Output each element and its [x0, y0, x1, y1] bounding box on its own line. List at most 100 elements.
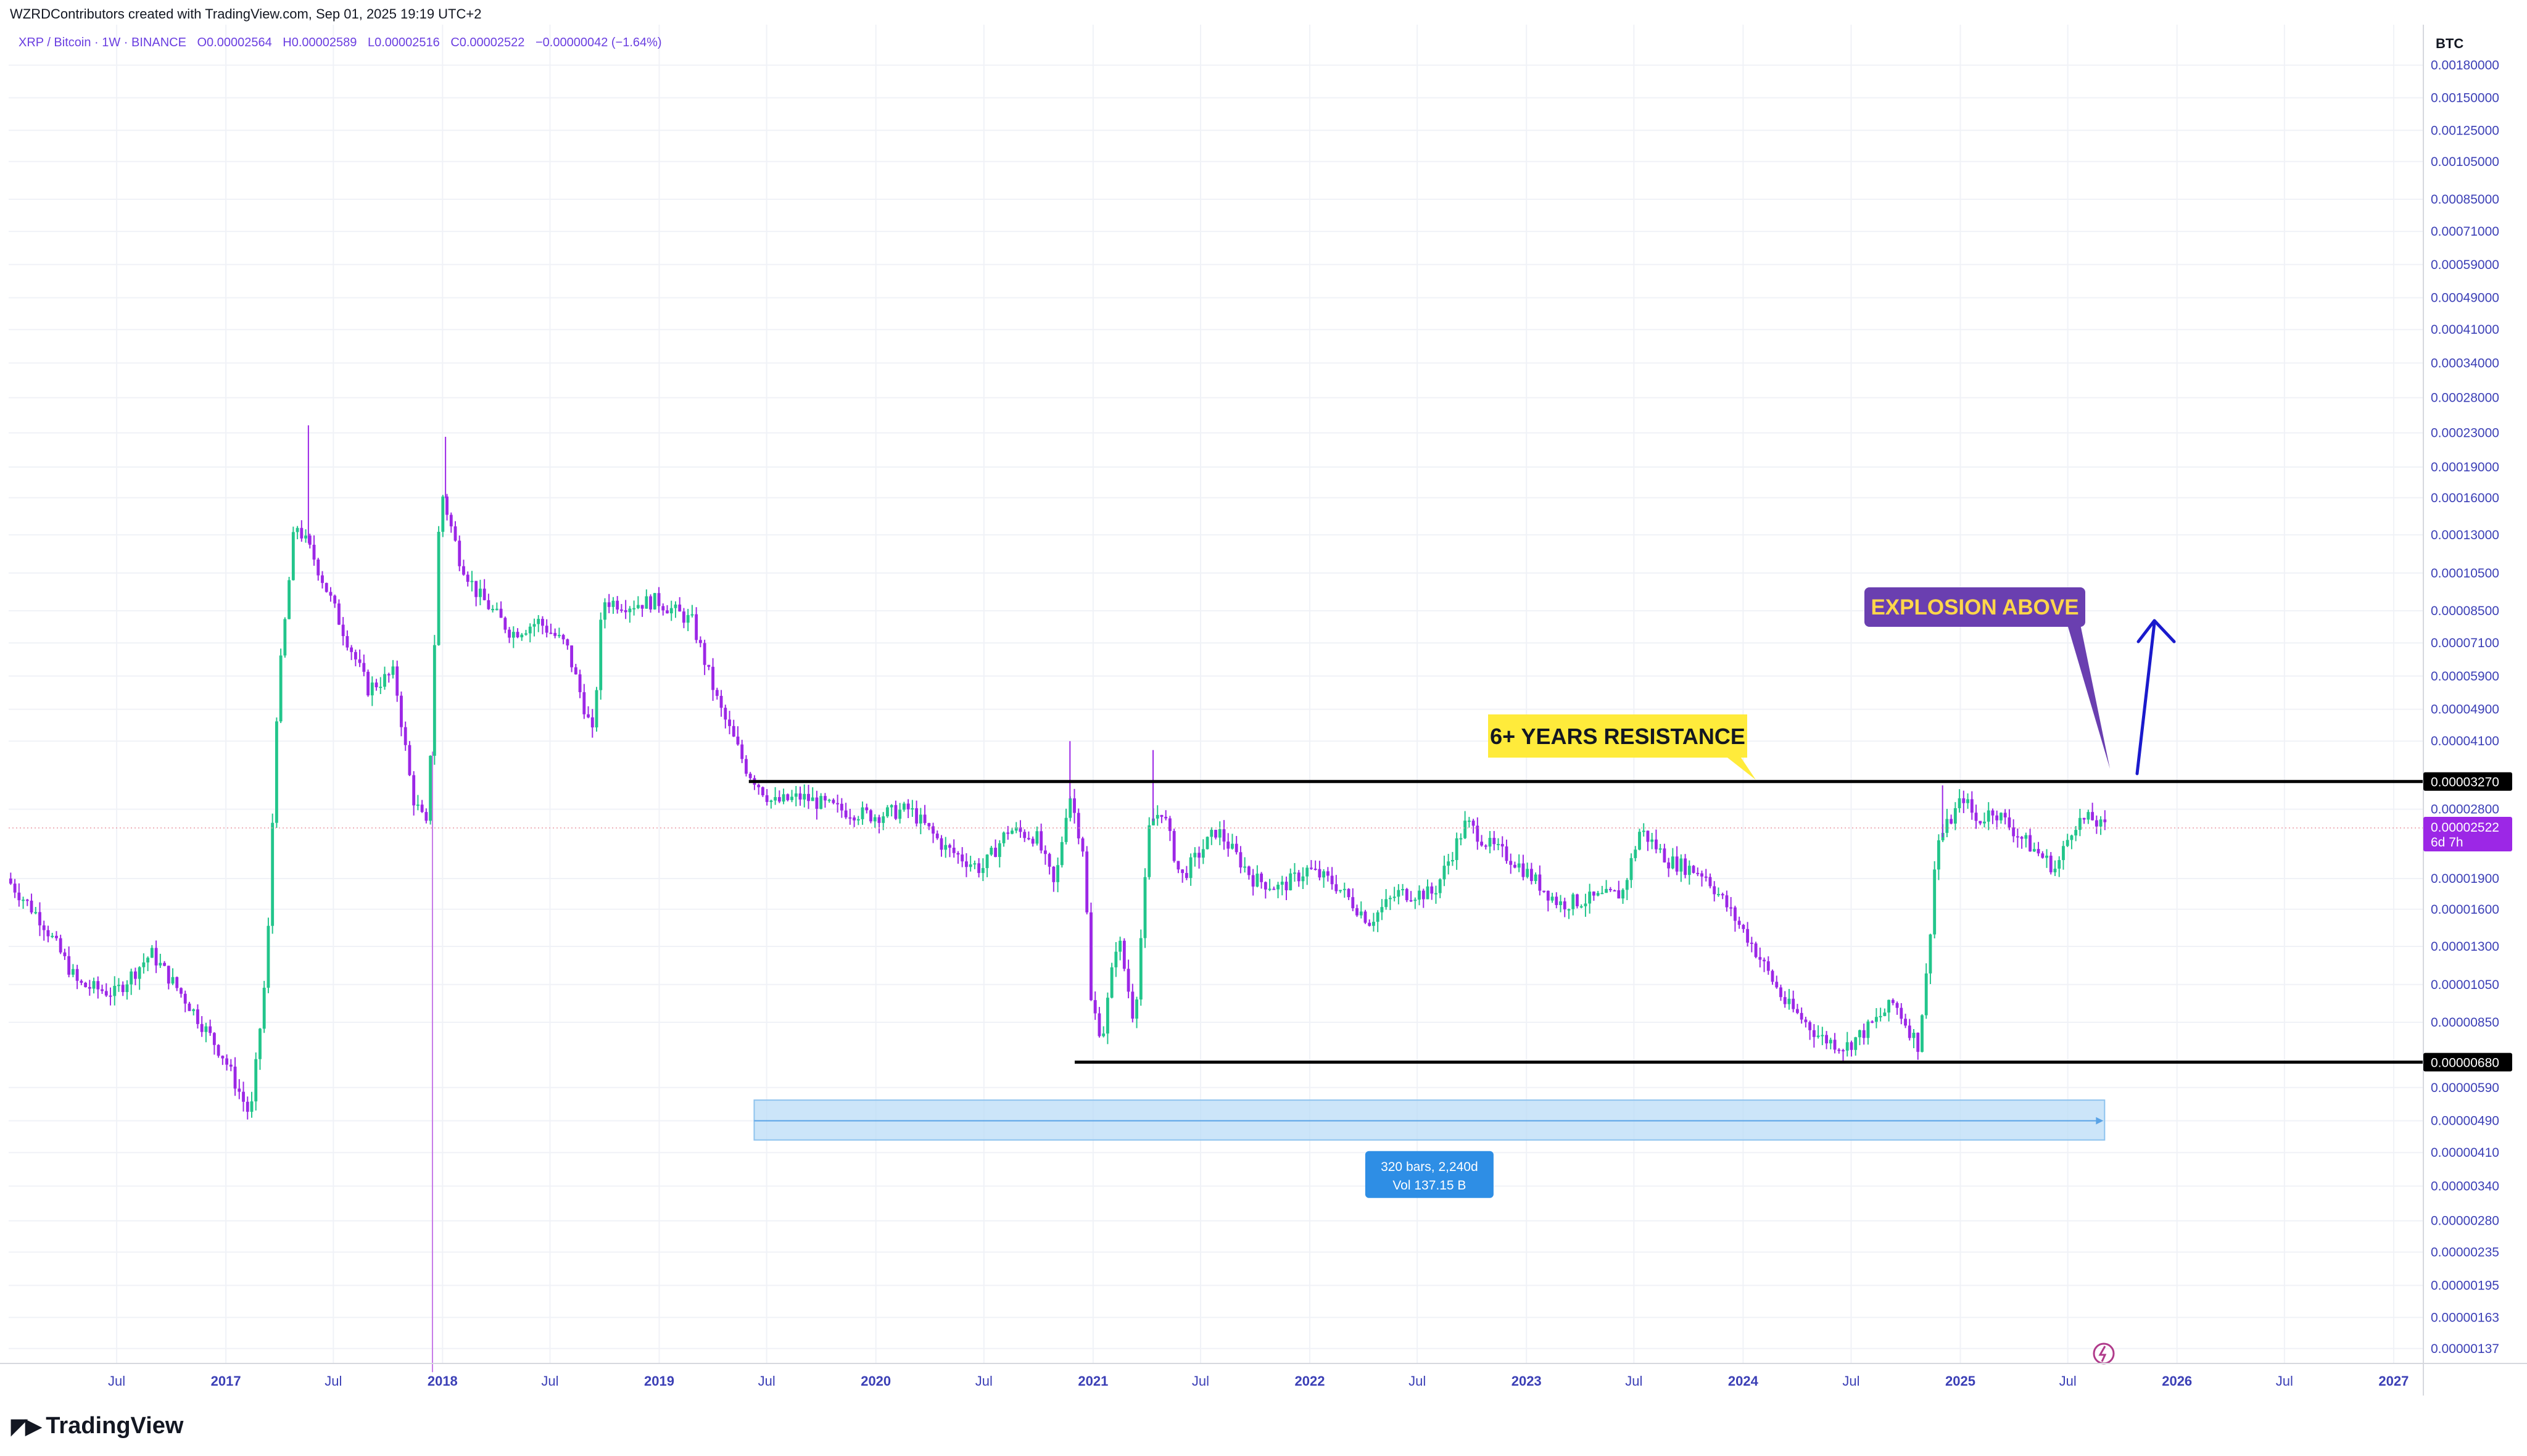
candle-body [811, 797, 814, 801]
candle-body [1675, 856, 1679, 872]
candle-body [2000, 813, 2003, 821]
candle-body [611, 600, 615, 607]
y-tick-label: 0.00001900 [2431, 872, 2499, 886]
candle-body [927, 823, 931, 827]
candle-body [1193, 853, 1197, 858]
range-box [753, 1099, 2106, 1141]
candle-body [1497, 843, 1500, 845]
low-value: L0.00002516 [367, 36, 440, 49]
candle-body [1650, 839, 1654, 842]
candle-body [267, 925, 270, 988]
candle-body [362, 663, 366, 672]
x-tick-label: Jul [758, 1373, 775, 1389]
candle-body [229, 1064, 233, 1067]
candle-body [1056, 865, 1060, 882]
x-tick-label: Jul [325, 1373, 342, 1389]
candle-body [1538, 874, 1542, 891]
candle-body [2029, 835, 2032, 852]
candle-body [1060, 842, 1064, 866]
resistance-callout [1488, 714, 1756, 780]
candle-body [374, 682, 378, 687]
candle-body [283, 619, 287, 656]
candle-body [2016, 836, 2019, 838]
candle-body [242, 1091, 245, 1102]
candle-body [1222, 829, 1226, 842]
range-measure-box: 320 bars, 2,240d Vol 137.15 B [753, 1099, 2106, 1198]
candle-body [674, 604, 677, 608]
y-tick-label: 0.00150000 [2431, 91, 2499, 105]
candle-body [599, 619, 603, 690]
candle-body [798, 793, 802, 800]
symbol-label[interactable]: XRP / Bitcoin · 1W · BINANCE [19, 36, 186, 49]
candle-body [1921, 1015, 1924, 1052]
candle-body [1974, 813, 1978, 821]
y-tick-label: 0.00008500 [2431, 604, 2499, 618]
candle-body [1102, 1033, 1106, 1036]
candle-body [566, 639, 569, 646]
candle-body [561, 635, 565, 640]
x-tick-label: 2021 [1078, 1373, 1108, 1389]
candle-body [104, 991, 108, 996]
candle-body [695, 614, 698, 640]
candle-body [661, 606, 665, 611]
candle-body [1189, 857, 1193, 879]
candle-body [935, 833, 939, 838]
candle-body [395, 666, 399, 696]
candle-body [117, 985, 120, 987]
candle-body [238, 1088, 241, 1092]
candle-body [217, 1044, 220, 1056]
candle-body [42, 925, 46, 930]
candle-body [1380, 907, 1384, 912]
candle-body [449, 515, 453, 527]
candle-body [1442, 866, 1446, 880]
candle-body [824, 796, 827, 801]
x-tick-label: 2022 [1295, 1373, 1325, 1389]
candle-body [1085, 851, 1089, 912]
candle-body [1679, 858, 1683, 872]
candle-body [520, 634, 524, 638]
candle-body [1763, 959, 1766, 962]
x-tick-label: Jul [2276, 1373, 2293, 1389]
candle-body [528, 626, 532, 634]
candle-body [1634, 850, 1637, 858]
tradingview-brand[interactable]: ◤▶ TradingView [11, 1413, 183, 1439]
candle-body [1559, 901, 1562, 905]
candle-body [1339, 890, 1342, 891]
last-price-label: 0.00002522 [2431, 821, 2499, 835]
candle-body [516, 632, 519, 638]
y-tick-label: 0.00071000 [2431, 225, 2499, 239]
last-price-countdown: 6d 7h [2431, 835, 2463, 850]
candle-body [171, 977, 175, 984]
x-tick-label: Jul [1192, 1373, 1209, 1389]
candle-body [1297, 872, 1301, 882]
candle-body [653, 593, 656, 610]
candle-body [499, 608, 503, 618]
candle-body [345, 636, 349, 648]
candle-body [387, 674, 391, 676]
candle-body [2070, 835, 2074, 840]
candle-body [59, 938, 62, 953]
candle-body [1388, 898, 1392, 900]
candle-body [1517, 863, 1521, 868]
candle-body [1842, 1050, 1845, 1052]
candle-body [1804, 1019, 1808, 1022]
candle-body [1509, 861, 1513, 865]
candles [9, 425, 2107, 1373]
candle-body [154, 948, 158, 966]
candle-body [92, 981, 96, 989]
candle-body [1812, 1030, 1816, 1037]
open-value: O0.00002564 [197, 36, 272, 49]
candle-body [1862, 1030, 1866, 1038]
candle-body [1110, 967, 1114, 998]
candle-body [769, 800, 773, 802]
candle-body [2066, 840, 2069, 846]
candle-body [183, 993, 187, 1004]
candle-body [478, 589, 482, 597]
candle-body [1646, 830, 1650, 842]
candle-body [150, 948, 154, 958]
candle-body [1264, 882, 1267, 890]
candle-body [1837, 1049, 1841, 1051]
candle-body [30, 900, 33, 912]
candle-body [1908, 1025, 1911, 1038]
